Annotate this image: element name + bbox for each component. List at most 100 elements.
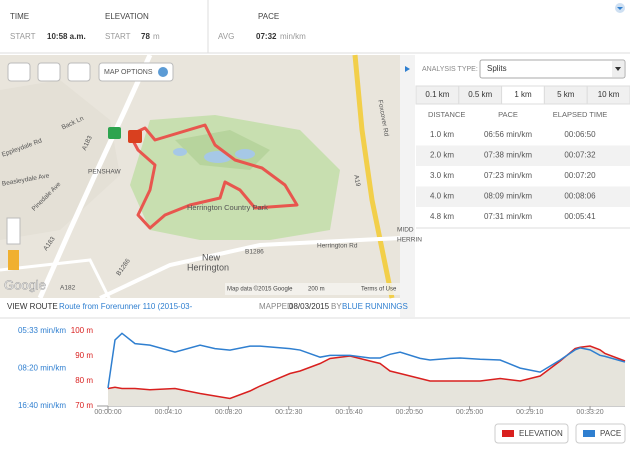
legend-button[interactable] [494, 423, 569, 444]
label: START [105, 32, 131, 41]
row [416, 186, 630, 207]
cell: 00:08:06 [564, 192, 596, 201]
link[interactable]: Route from Forerunner 110 (2015-03- [59, 302, 193, 311]
value: 78 [141, 32, 150, 41]
3d-button[interactable] [37, 62, 61, 82]
cell: 4.0 km [430, 192, 454, 201]
cell: 00:07:32 [564, 151, 596, 160]
map-options-button[interactable] [98, 62, 174, 82]
map-label: Herrington Rd [317, 243, 358, 250]
map-label: Herrington Country Park [187, 203, 268, 212]
zoom-control[interactable] [6, 217, 21, 245]
fullscreen-button[interactable] [7, 62, 31, 82]
cell: 07:38 min/km [484, 151, 532, 160]
start-marker [108, 127, 121, 139]
tab-label: 1 km [514, 90, 532, 99]
cell: 08:09 min/km [484, 192, 532, 201]
label: BY [331, 302, 342, 311]
column-header: ELAPSED TIME [553, 110, 607, 119]
cell: 07:23 min/km [484, 171, 532, 180]
unit: m [153, 32, 160, 41]
row [416, 145, 630, 166]
cell: 2.0 km [430, 151, 454, 160]
map[interactable] [0, 53, 401, 301]
y2-tick-label: 08:20 min/km [18, 364, 66, 373]
y-tick-label: 70 m [75, 401, 93, 410]
route [128, 123, 299, 230]
select-arrow-icon [615, 67, 621, 71]
cell: 4.8 km [430, 212, 454, 221]
map-label: MIDD [397, 227, 414, 234]
toggle-icon [405, 66, 410, 72]
attribution-bg [225, 283, 400, 295]
road [99, 236, 401, 300]
legend-swatch [502, 430, 514, 437]
analysis-select[interactable] [479, 59, 626, 79]
y-tick-label: 80 m [75, 376, 93, 385]
end-marker [128, 130, 142, 143]
cell: 07:31 min/km [484, 212, 532, 221]
label: AVG [218, 32, 234, 41]
urban [0, 80, 120, 240]
value: 08/03/2015 [289, 302, 330, 311]
unit: min/km [280, 32, 306, 41]
x-tick-label: 00:04:10 [155, 409, 182, 416]
label: TIME [10, 12, 29, 21]
row [416, 166, 630, 187]
label: START [10, 32, 36, 41]
panel-toggle[interactable] [400, 55, 415, 317]
cell: 06:56 min/km [484, 130, 532, 139]
link[interactable]: BLUE RUNNINGS [342, 302, 408, 311]
x-tick-label: 00:00:00 [94, 409, 121, 416]
pegman[interactable] [8, 250, 19, 270]
map-label: A19 [352, 174, 361, 187]
map-label: Herrington [187, 262, 229, 272]
map-label: HERRIN [397, 237, 422, 244]
road [37, 53, 153, 300]
cell: 00:05:41 [564, 212, 596, 221]
terms: Terms of Use [361, 287, 397, 293]
map-label: New [202, 252, 221, 262]
tab-label: 10 km [598, 90, 620, 99]
label: ANALYSIS TYPE: [422, 66, 478, 73]
legend-swatch [583, 430, 595, 437]
x-tick-label: 00:16:40 [335, 409, 362, 416]
map-label: A182 [60, 285, 76, 292]
cell: 00:06:50 [564, 130, 596, 139]
series-line [107, 332, 626, 389]
legend-label: ELEVATION [519, 429, 563, 438]
x-tick-label: 00:20:50 [396, 409, 423, 416]
x-tick-label: 00:33:20 [576, 409, 603, 416]
value: 10:58 a.m. [47, 32, 86, 41]
attribution: Map data ©2015 Google [227, 286, 293, 293]
legend-button[interactable] [575, 423, 626, 444]
x-tick-label: 00:25:00 [456, 409, 483, 416]
tab-label: 5 km [557, 90, 575, 99]
lake [173, 148, 187, 156]
row [416, 207, 630, 228]
scale: 200 m [308, 287, 325, 293]
cell: 3.0 km [430, 171, 454, 180]
y2-tick-label: 16:40 min/km [18, 401, 66, 410]
road [0, 258, 112, 301]
logo: Google [4, 277, 46, 292]
replay-button[interactable] [67, 62, 91, 82]
label: ELEVATION [105, 12, 149, 21]
label: PACE [258, 12, 279, 21]
road-a19 [352, 54, 395, 299]
map-label: PENSHAW [88, 169, 121, 176]
button-label: MAP OPTIONS [104, 69, 153, 76]
tab[interactable] [586, 85, 630, 105]
y-tick-label: 100 m [71, 326, 94, 335]
label: MAPPED [259, 302, 293, 311]
collapse-icon [617, 7, 623, 10]
select-value: Splits [487, 64, 507, 73]
lake [235, 149, 255, 159]
x-tick-label: 00:29:10 [516, 409, 543, 416]
row [416, 125, 630, 146]
column-header: PACE [498, 110, 518, 119]
map-label: B1286 [245, 249, 264, 256]
dropdown-icon [158, 67, 168, 77]
y2-tick-label: 05:33 min/km [18, 326, 66, 335]
